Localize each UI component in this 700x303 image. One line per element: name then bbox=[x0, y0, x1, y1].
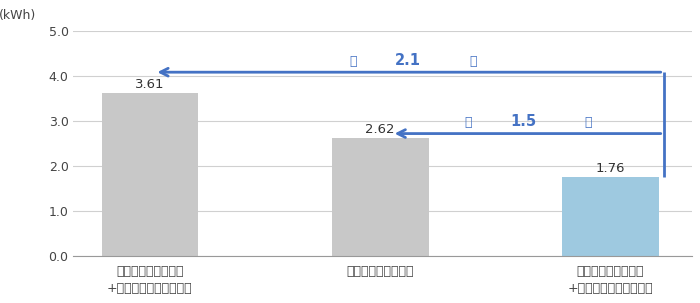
Text: 倍: 倍 bbox=[584, 116, 592, 129]
Text: 2.62: 2.62 bbox=[365, 123, 395, 136]
Text: 約: 約 bbox=[464, 116, 472, 129]
Text: 1.5: 1.5 bbox=[510, 114, 536, 129]
Text: 約: 約 bbox=[349, 55, 357, 68]
Bar bbox=[332, 138, 428, 256]
Text: (kWh): (kWh) bbox=[0, 9, 36, 22]
Bar bbox=[102, 93, 198, 256]
Text: 倍: 倍 bbox=[469, 55, 477, 68]
Text: 1.76: 1.76 bbox=[596, 161, 625, 175]
Text: 3.61: 3.61 bbox=[135, 78, 164, 91]
Bar bbox=[562, 177, 659, 256]
Text: 2.1: 2.1 bbox=[395, 53, 421, 68]
